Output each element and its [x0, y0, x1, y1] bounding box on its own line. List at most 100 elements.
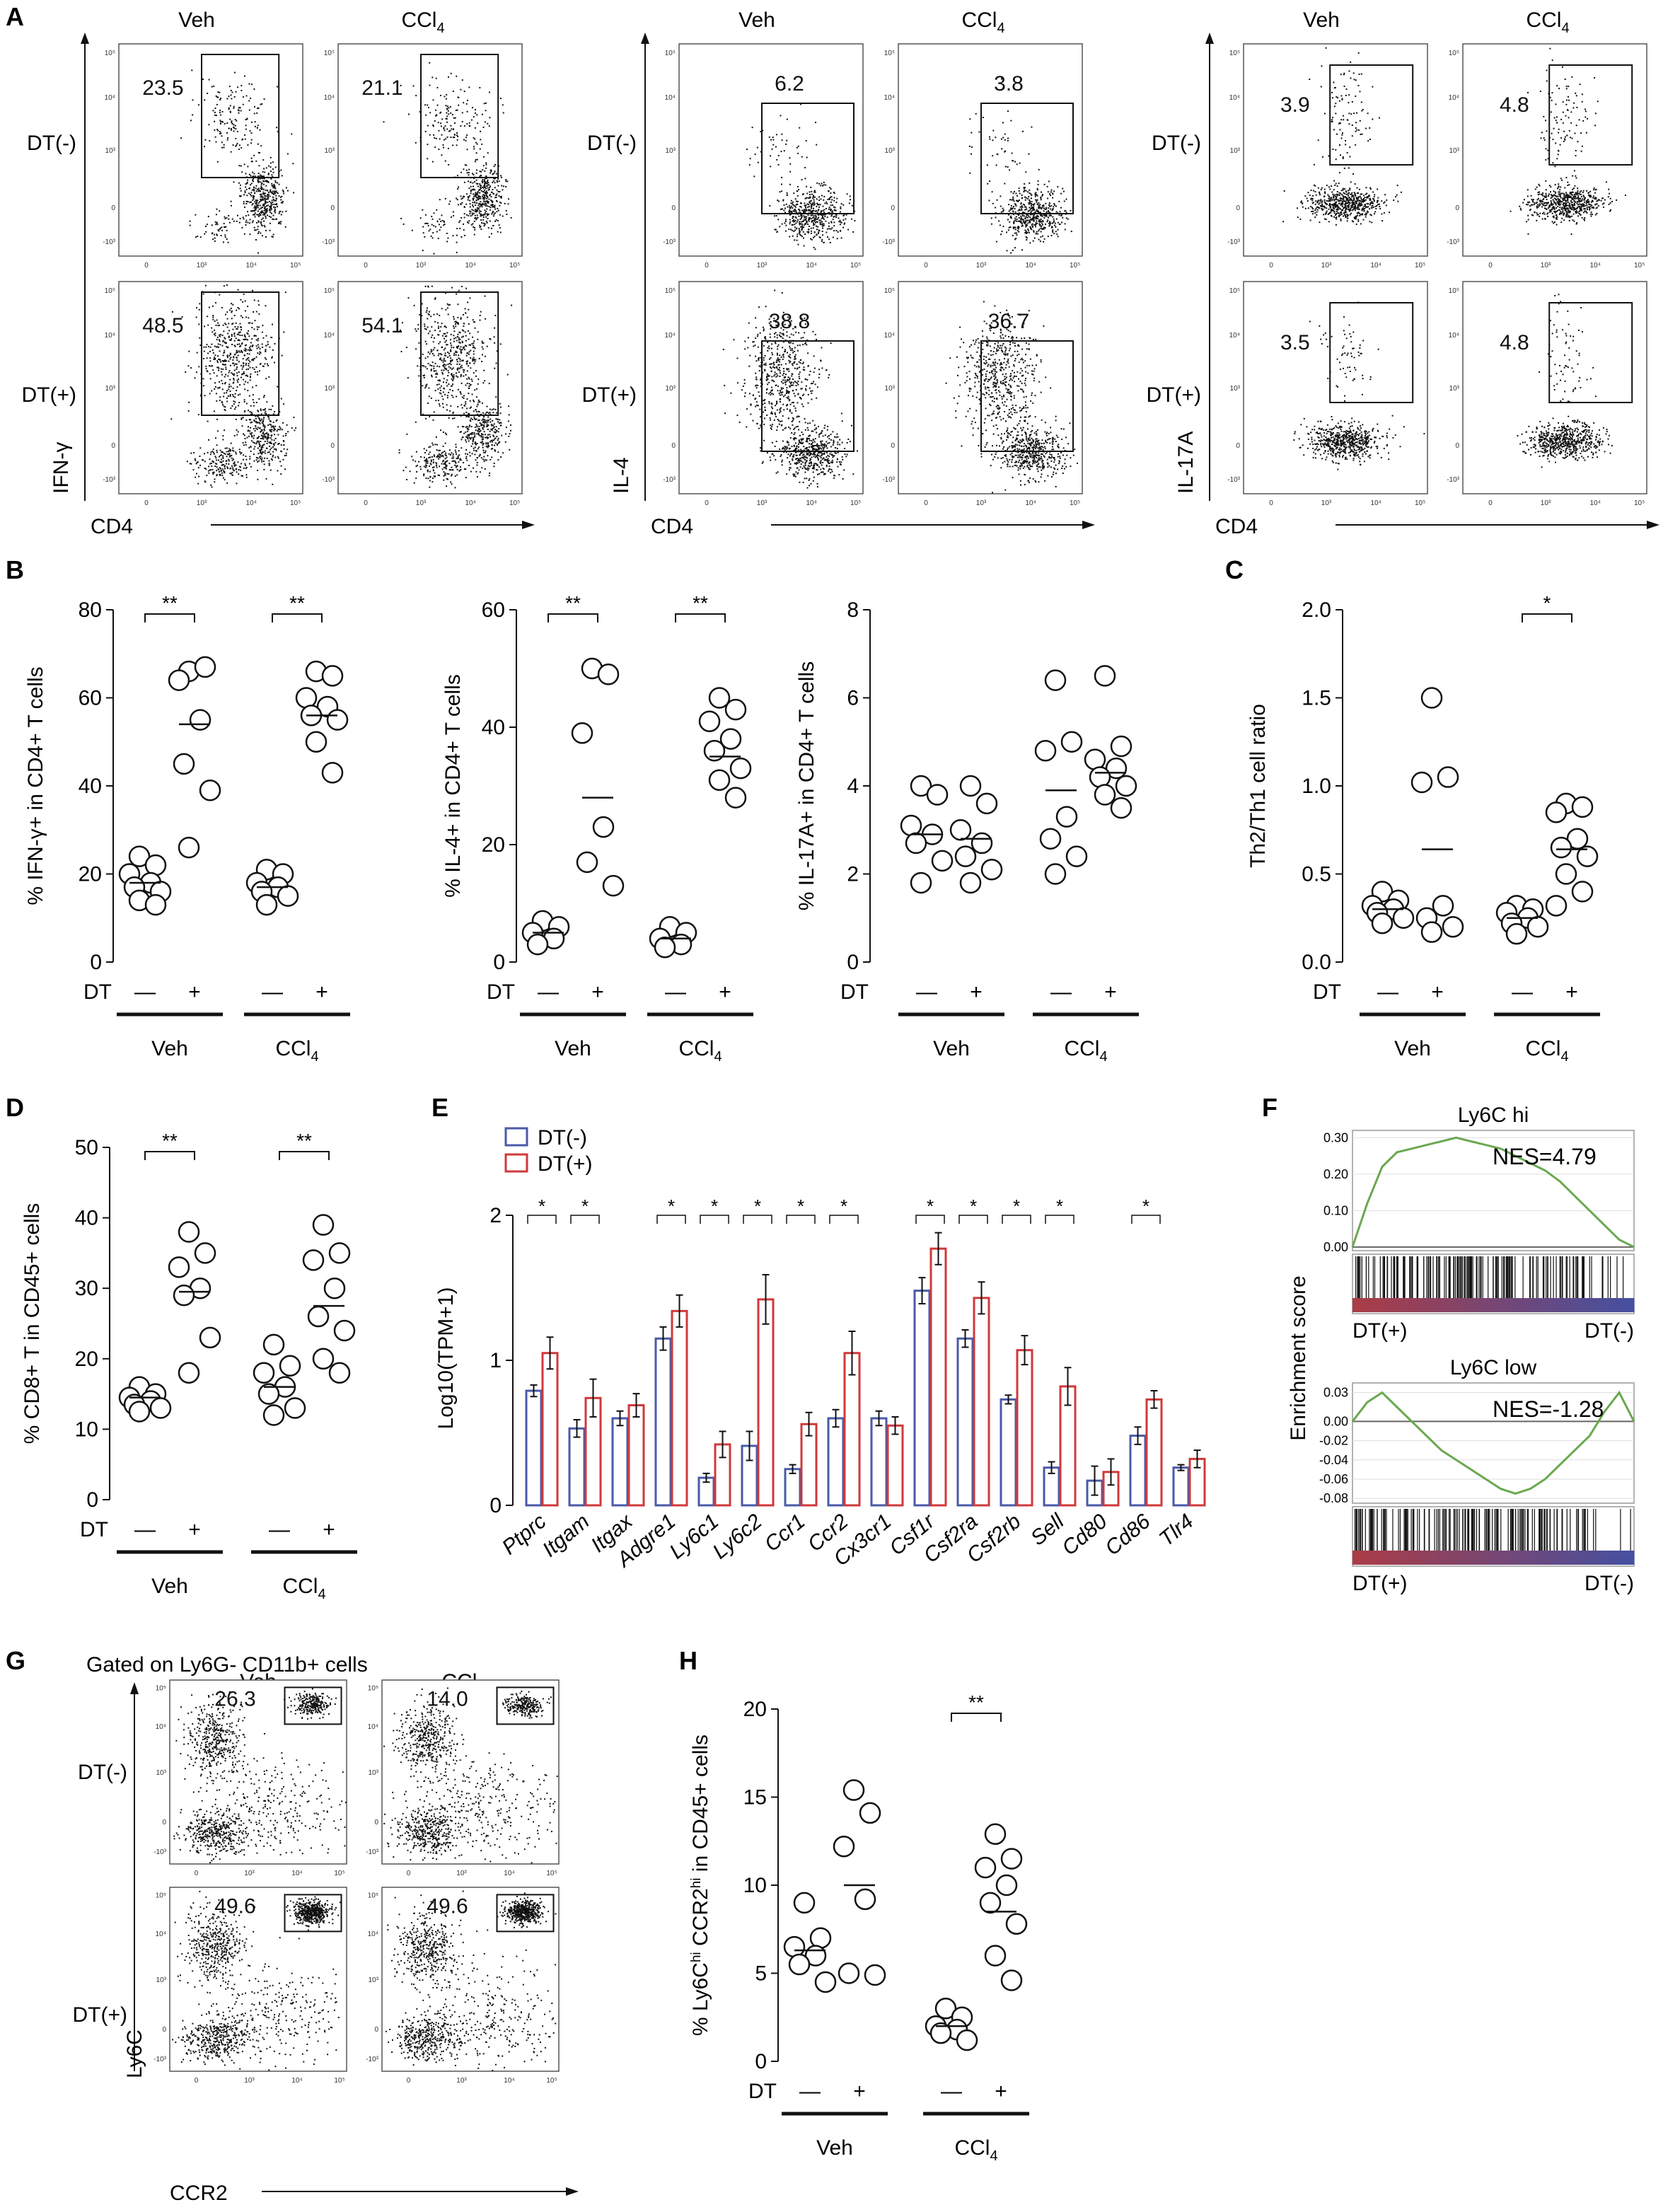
flow-event-dot	[1044, 227, 1046, 228]
flow-event-dot	[222, 460, 224, 462]
flow-event-dot	[1019, 192, 1021, 195]
flow-event-dot	[264, 213, 265, 215]
flow-event-dot	[824, 202, 826, 204]
flow-event-dot	[456, 474, 458, 476]
flow-event-dot	[438, 353, 440, 355]
flow-event-dot	[216, 451, 218, 453]
flow-event-dot	[488, 412, 489, 415]
flow-event-dot	[446, 465, 448, 468]
flow-event-dot	[433, 253, 435, 255]
flow-event-dot	[446, 115, 448, 117]
flow-event-dot	[487, 202, 489, 204]
flow-event-dot	[482, 165, 485, 167]
flow-event-dot	[482, 434, 484, 436]
flow-event-dot	[453, 327, 455, 329]
flow-event-dot	[808, 480, 810, 481]
flow-event-dot	[465, 214, 468, 216]
flow-event-dot	[775, 472, 777, 474]
flow-event-dot	[1011, 152, 1013, 154]
flow-event-dot	[245, 173, 247, 175]
flow-event-dot	[238, 112, 240, 114]
flow-event-dot	[233, 362, 235, 364]
flow-event-dot	[429, 84, 431, 86]
flow-event-dot	[446, 397, 448, 399]
flow-event-dot	[274, 434, 276, 436]
y-axis-label: IFN-γ	[50, 442, 73, 494]
flow-event-dot	[483, 225, 485, 227]
flow-event-dot	[253, 359, 255, 361]
flow-event-dot	[786, 441, 788, 444]
flow-event-dot	[484, 212, 486, 214]
flow-event-dot	[489, 430, 491, 432]
flow-event-dot	[267, 196, 269, 198]
flow-event-dot	[788, 211, 790, 212]
flow-event-dot	[291, 133, 293, 135]
flow-event-dot	[431, 237, 434, 239]
flow-event-dot	[448, 366, 450, 368]
flow-event-dot	[199, 456, 201, 457]
flow-event-dot	[261, 459, 262, 461]
flow-event-dot	[222, 439, 224, 441]
flow-event-dot	[479, 170, 481, 173]
flow-event-dot	[264, 357, 266, 359]
flow-event-dot	[440, 353, 441, 355]
flow-event-dot	[480, 186, 481, 188]
flow-event-dot	[502, 112, 504, 114]
flow-event-dot	[188, 350, 190, 352]
flow-event-dot	[484, 178, 486, 180]
flow-event-dot	[1064, 210, 1066, 212]
flow-event-dot	[431, 442, 434, 444]
flow-event-dot	[477, 195, 480, 197]
flow-event-dot	[226, 238, 228, 240]
flow-event-dot	[434, 456, 435, 458]
flow-event-dot	[247, 306, 249, 308]
flow-event-dot	[446, 464, 448, 466]
flow-event-dot	[216, 475, 218, 477]
flow-event-dot	[212, 461, 214, 463]
flow-event-dot	[216, 418, 218, 420]
flow-event-dot	[286, 424, 288, 426]
flow-event-dot	[501, 176, 502, 178]
flow-event-dot	[277, 131, 279, 133]
flow-event-dot	[461, 366, 463, 369]
flow-event-dot	[245, 456, 247, 458]
flow-event-dot	[445, 340, 447, 342]
flow-event-dot	[1040, 231, 1042, 233]
flow-y-tick-label: -10³	[103, 476, 115, 484]
flow-event-dot	[405, 466, 407, 468]
flow-event-dot	[455, 320, 457, 323]
flow-event-dot	[198, 366, 200, 368]
flow-event-dot	[233, 357, 235, 359]
flow-event-dot	[447, 237, 449, 239]
flow-event-dot	[444, 352, 446, 354]
flow-event-dot	[428, 230, 430, 232]
flow-event-dot	[442, 406, 444, 408]
flow-event-dot	[475, 375, 477, 377]
flow-event-dot	[238, 448, 241, 451]
flow-event-dot	[839, 439, 841, 441]
flow-event-dot	[214, 329, 216, 331]
flow-event-dot	[483, 369, 485, 371]
flow-event-dot	[1058, 224, 1060, 225]
flow-event-dot	[264, 412, 266, 415]
flow-event-dot	[480, 139, 482, 141]
flow-event-dot	[235, 418, 237, 420]
flow-event-dot	[447, 375, 449, 377]
flow-event-dot	[448, 463, 451, 465]
flow-event-dot	[818, 216, 820, 219]
flow-event-dot	[483, 103, 485, 105]
flow-event-dot	[1024, 187, 1026, 190]
flow-event-dot	[250, 139, 253, 141]
flow-event-dot	[480, 215, 482, 217]
flow-event-dot	[487, 434, 489, 436]
flow-event-dot	[494, 220, 496, 222]
flow-event-dot	[219, 386, 221, 388]
flow-event-dot	[280, 214, 282, 216]
flow-event-dot	[818, 204, 819, 206]
flow-event-dot	[473, 226, 475, 228]
flow-event-dot	[274, 207, 277, 209]
flow-event-dot	[1008, 226, 1010, 228]
flow-event-dot	[803, 219, 805, 221]
flow-event-dot	[434, 226, 436, 228]
flow-event-dot	[450, 475, 452, 477]
